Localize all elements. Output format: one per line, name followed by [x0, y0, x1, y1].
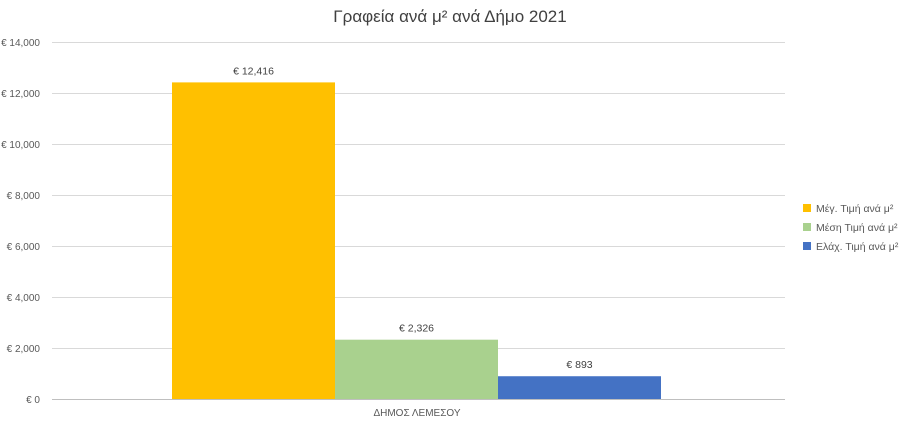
y-axis: € 0 € 2,000 € 4,000 € 6,000 € 8,000 € 10,000 €…: [1, 38, 40, 406]
bar-series-2: [335, 339, 498, 399]
data-labels: € 12,416 € 2,326 € 893: [233, 65, 593, 371]
legend-label: Ελάχ. Τιμή ανά μ²: [816, 241, 899, 253]
y-tick-label: € 8,000: [7, 191, 41, 202]
legend-label: Μέγ. Τιμή ανά μ²: [816, 203, 894, 215]
legend-swatch: [803, 242, 811, 250]
x-tick-label: ΔΗΜΟΣ ΛΕΜΕΣΟΥ: [373, 408, 460, 419]
y-tick-label: € 6,000: [7, 242, 41, 253]
data-label: € 12,416: [233, 65, 274, 77]
y-tick-label: € 12,000: [1, 89, 40, 100]
bars: [172, 82, 661, 399]
y-tick-label: € 10,000: [1, 140, 40, 151]
legend-label: Μέση Τιμή ανά μ²: [816, 222, 898, 234]
data-label: € 2,326: [399, 323, 434, 335]
bar-series-3: [498, 376, 661, 399]
data-label: € 893: [566, 359, 592, 371]
gridlines: [52, 42, 785, 349]
y-tick-label: € 14,000: [1, 38, 40, 49]
legend-swatch: [803, 204, 811, 212]
y-tick-label: € 4,000: [7, 293, 41, 304]
chart-title: Γραφεία ανά μ² ανά Δήμο 2021: [333, 7, 566, 26]
legend: Μέγ. Τιμή ανά μ² Μέση Τιμή ανά μ² Ελάχ. Τι…: [803, 203, 899, 253]
legend-swatch: [803, 223, 811, 231]
y-tick-label: € 2,000: [7, 344, 41, 355]
y-tick-label: € 0: [26, 395, 40, 406]
bar-series-1: [172, 82, 335, 399]
